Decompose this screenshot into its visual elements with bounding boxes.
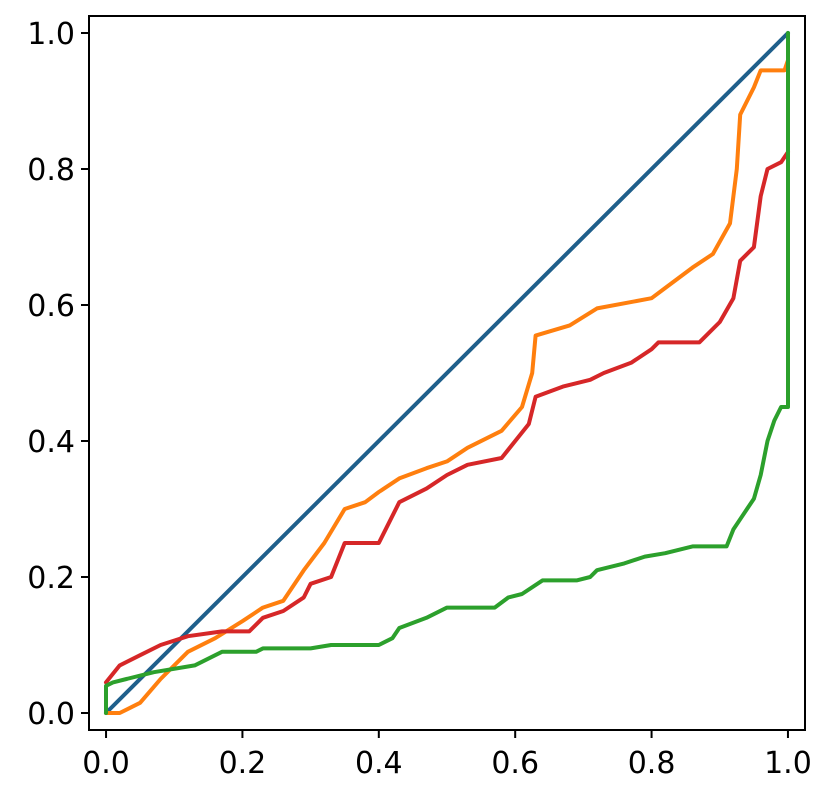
- series-line-2: [104, 58, 790, 715]
- y-tick-label-4: 0.6: [27, 289, 75, 324]
- series-line-1: [104, 31, 790, 715]
- y-tick-label-3: 0.4: [27, 425, 75, 460]
- plot-frame: [88, 15, 806, 731]
- x-tick-label-5: 0.8: [628, 746, 676, 781]
- x-tick-label-4: 0.6: [491, 746, 539, 781]
- y-tick-label-5: 0.8: [27, 153, 75, 188]
- y-tick-label-1: 0.0: [27, 697, 75, 732]
- series-layer: [104, 31, 790, 715]
- x-axis: 0.0 0.2 0.4 0.6 0.8 1.0: [82, 730, 812, 781]
- y-axis: 0.0 0.2 0.4 0.6 0.8 1.0: [27, 17, 89, 732]
- x-tick-label-1: 0.0: [82, 746, 130, 781]
- series-line-4: [104, 31, 790, 715]
- x-tick-label-3: 0.4: [355, 746, 403, 781]
- y-tick-label-2: 0.2: [27, 561, 75, 596]
- x-tick-label-2: 0.2: [219, 746, 267, 781]
- series-line-3: [104, 150, 790, 685]
- x-tick-label-6: 1.0: [764, 746, 812, 781]
- y-tick-label-6: 1.0: [27, 17, 75, 52]
